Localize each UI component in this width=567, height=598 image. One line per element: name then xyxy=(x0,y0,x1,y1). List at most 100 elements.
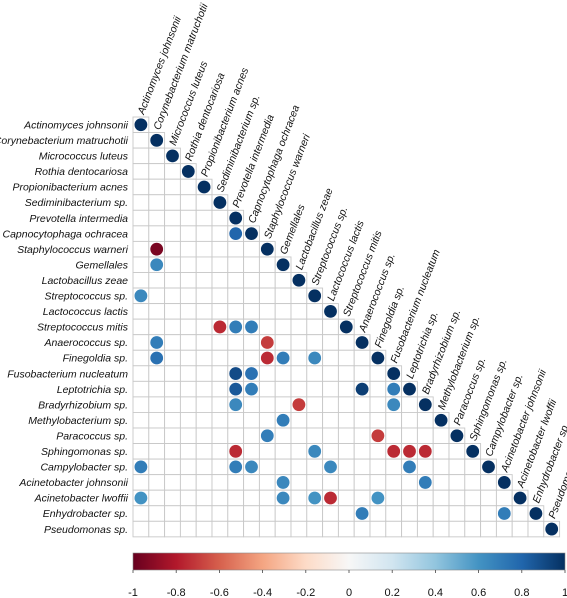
row-label: Streptococcus sp. xyxy=(45,291,128,303)
grid-cell xyxy=(353,396,371,413)
grid-cell xyxy=(290,427,308,445)
grid-cell xyxy=(195,209,213,227)
grid-cell xyxy=(369,505,387,522)
grid-cell xyxy=(179,349,197,367)
correlation-circle xyxy=(228,397,243,412)
grid-cell xyxy=(243,520,260,538)
grid-cell xyxy=(179,427,197,445)
grid-cell xyxy=(258,365,276,382)
row-label: Staphylococcus warneri xyxy=(17,244,129,256)
grid-cell xyxy=(337,365,355,382)
correlation-circle xyxy=(370,490,385,505)
grid-cell xyxy=(306,505,324,522)
correlation-circle xyxy=(355,335,370,350)
grid-cell xyxy=(416,505,434,522)
colorbar-tick-label: -0.2 xyxy=(296,587,315,598)
grid-cell xyxy=(322,396,339,413)
correlation-circle xyxy=(449,428,464,443)
grid-cell xyxy=(274,303,292,320)
grid-cell xyxy=(401,474,418,491)
grid-cell xyxy=(227,489,245,507)
grid-cell xyxy=(164,334,181,351)
grid-cell xyxy=(258,256,276,273)
grid-cell xyxy=(148,163,166,180)
correlation-circle xyxy=(402,382,417,397)
grid-cell xyxy=(243,443,260,460)
grid-cell xyxy=(258,520,276,538)
grid-cell xyxy=(148,147,166,165)
correlation-circle xyxy=(181,164,196,179)
grid-cell xyxy=(337,458,355,476)
grid-cell xyxy=(195,225,213,242)
grid-cell xyxy=(369,474,387,491)
correlation-circle xyxy=(244,382,259,397)
correlation-circle xyxy=(212,195,227,210)
grid-cell xyxy=(148,178,166,196)
grid-cell xyxy=(369,365,387,382)
correlation-circle xyxy=(260,335,275,350)
grid-cell xyxy=(401,412,418,429)
grid-cell xyxy=(195,412,213,429)
grid-cell xyxy=(164,240,181,258)
grid-cell xyxy=(195,303,213,320)
grid-cell xyxy=(164,349,181,367)
grid-cell xyxy=(306,412,324,429)
grid-cell xyxy=(132,240,150,258)
grid-cell xyxy=(164,396,181,413)
grid-cell xyxy=(243,412,260,429)
grid-cell xyxy=(432,458,450,476)
grid-cell xyxy=(258,474,276,491)
grid-cell xyxy=(148,489,166,507)
correlation-circle xyxy=(418,444,433,459)
grid-cell xyxy=(211,256,229,273)
correlation-circle xyxy=(386,444,401,459)
grid-cell xyxy=(227,427,245,445)
correlation-circle xyxy=(228,211,243,226)
grid-cell xyxy=(243,256,260,273)
row-label: Streptococcus mitis xyxy=(37,322,129,334)
correlation-circle xyxy=(260,242,275,257)
grid-cell xyxy=(132,474,150,491)
grid-cell xyxy=(164,318,181,336)
correlation-circle xyxy=(197,179,212,194)
grid-cell xyxy=(243,303,260,320)
grid-cell xyxy=(290,458,308,476)
grid-cell xyxy=(337,349,355,367)
grid-cell xyxy=(401,427,418,445)
grid-cell xyxy=(306,380,324,398)
grid-cell xyxy=(432,489,450,507)
row-label: Actinomyces johnsonii xyxy=(23,119,129,131)
colorbar-tick-label: -0.6 xyxy=(210,587,229,598)
correlation-circle xyxy=(276,490,291,505)
grid-cell xyxy=(401,505,418,522)
grid-cell xyxy=(211,443,229,460)
grid-cell xyxy=(448,443,466,460)
grid-cell xyxy=(416,427,434,445)
grid-cell xyxy=(132,334,150,351)
grid-cell xyxy=(179,240,197,258)
grid-cell xyxy=(322,365,339,382)
grid-cell xyxy=(385,505,403,522)
grid-cell xyxy=(164,209,181,227)
correlation-circle xyxy=(149,242,164,257)
grid-cell xyxy=(211,458,229,476)
correlation-circle xyxy=(513,490,528,505)
grid-cell xyxy=(132,225,150,242)
grid-cell xyxy=(369,458,387,476)
grid-cell xyxy=(416,458,434,476)
grid-cell xyxy=(401,489,418,507)
grid-cell xyxy=(274,287,292,305)
grid-cell xyxy=(211,240,229,258)
grid-cell xyxy=(322,318,339,336)
correlation-circle xyxy=(386,397,401,412)
grid-cell xyxy=(227,349,245,367)
correlation-circle xyxy=(386,366,401,381)
grid-cell xyxy=(164,194,181,211)
grid-cell xyxy=(148,396,166,413)
correlation-circle xyxy=(291,273,306,288)
grid-cell xyxy=(148,380,166,398)
grid-cell xyxy=(274,505,292,522)
grid-cell xyxy=(164,272,181,289)
row-label: Lactobacillus zeae xyxy=(42,275,129,287)
grid-cell xyxy=(243,349,260,367)
